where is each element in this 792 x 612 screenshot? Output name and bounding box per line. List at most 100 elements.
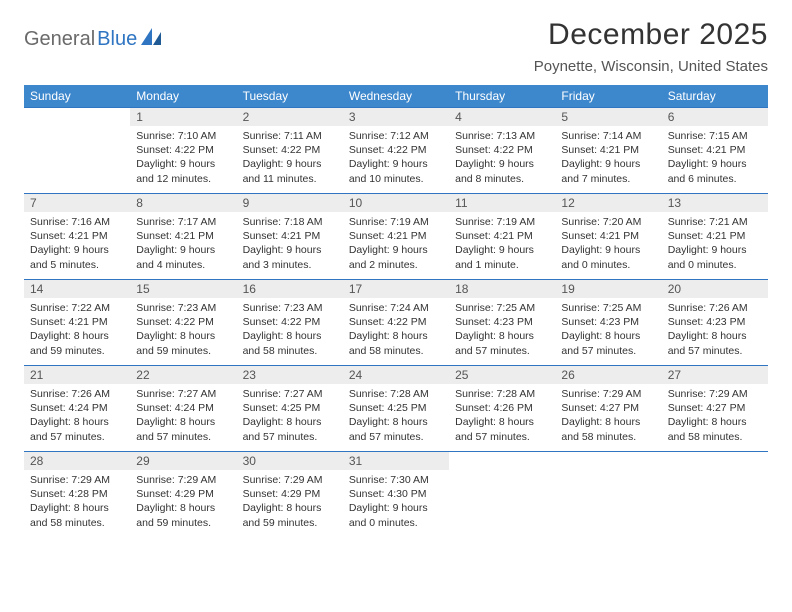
calendar-page: General Blue December 2025 Poynette, Wis…: [0, 0, 792, 556]
day-detail-line: Sunset: 4:25 PM: [243, 401, 337, 415]
calendar-day-cell: .: [555, 452, 661, 538]
day-details: Sunrise: 7:28 AMSunset: 4:26 PMDaylight:…: [449, 384, 555, 448]
calendar-day-cell: 16Sunrise: 7:23 AMSunset: 4:22 PMDayligh…: [237, 280, 343, 366]
day-detail-line: Sunset: 4:21 PM: [561, 143, 655, 157]
day-detail-line: Daylight: 8 hours: [668, 415, 762, 429]
calendar-body: .1Sunrise: 7:10 AMSunset: 4:22 PMDayligh…: [24, 108, 768, 538]
day-details: Sunrise: 7:28 AMSunset: 4:25 PMDaylight:…: [343, 384, 449, 448]
day-detail-line: and 58 minutes.: [349, 344, 443, 358]
day-details: Sunrise: 7:30 AMSunset: 4:30 PMDaylight:…: [343, 470, 449, 534]
day-detail-line: Sunrise: 7:25 AM: [455, 301, 549, 315]
day-detail-line: Sunrise: 7:29 AM: [668, 387, 762, 401]
day-details: Sunrise: 7:19 AMSunset: 4:21 PMDaylight:…: [449, 212, 555, 276]
calendar-day-cell: 26Sunrise: 7:29 AMSunset: 4:27 PMDayligh…: [555, 366, 661, 452]
day-detail-line: Daylight: 8 hours: [561, 415, 655, 429]
day-number: 2: [237, 108, 343, 126]
day-detail-line: Daylight: 9 hours: [243, 243, 337, 257]
day-detail-line: Sunrise: 7:16 AM: [30, 215, 124, 229]
calendar-day-cell: 5Sunrise: 7:14 AMSunset: 4:21 PMDaylight…: [555, 108, 661, 194]
calendar-day-cell: .: [662, 452, 768, 538]
calendar-day-cell: 21Sunrise: 7:26 AMSunset: 4:24 PMDayligh…: [24, 366, 130, 452]
calendar-day-cell: 10Sunrise: 7:19 AMSunset: 4:21 PMDayligh…: [343, 194, 449, 280]
day-detail-line: Daylight: 8 hours: [243, 415, 337, 429]
day-detail-line: Sunrise: 7:13 AM: [455, 129, 549, 143]
day-details: Sunrise: 7:26 AMSunset: 4:24 PMDaylight:…: [24, 384, 130, 448]
calendar-day-cell: .: [449, 452, 555, 538]
day-detail-line: Sunrise: 7:27 AM: [136, 387, 230, 401]
calendar-day-cell: 31Sunrise: 7:30 AMSunset: 4:30 PMDayligh…: [343, 452, 449, 538]
day-number: 30: [237, 452, 343, 470]
day-detail-line: and 7 minutes.: [561, 172, 655, 186]
weekday-header: Thursday: [449, 85, 555, 108]
day-number: 10: [343, 194, 449, 212]
day-detail-line: Sunrise: 7:10 AM: [136, 129, 230, 143]
day-detail-line: Sunrise: 7:17 AM: [136, 215, 230, 229]
calendar-day-cell: 12Sunrise: 7:20 AMSunset: 4:21 PMDayligh…: [555, 194, 661, 280]
day-detail-line: Sunrise: 7:24 AM: [349, 301, 443, 315]
day-number: 17: [343, 280, 449, 298]
day-detail-line: Sunset: 4:24 PM: [30, 401, 124, 415]
day-detail-line: Sunrise: 7:30 AM: [349, 473, 443, 487]
logo: General Blue: [24, 18, 163, 51]
day-details: Sunrise: 7:21 AMSunset: 4:21 PMDaylight:…: [662, 212, 768, 276]
day-detail-line: and 5 minutes.: [30, 258, 124, 272]
day-detail-line: Sunset: 4:23 PM: [668, 315, 762, 329]
title-block: December 2025 Poynette, Wisconsin, Unite…: [534, 18, 768, 75]
day-detail-line: Sunset: 4:22 PM: [243, 315, 337, 329]
day-number: 15: [130, 280, 236, 298]
day-detail-line: Sunrise: 7:27 AM: [243, 387, 337, 401]
day-detail-line: Sunset: 4:30 PM: [349, 487, 443, 501]
day-number: 5: [555, 108, 661, 126]
day-details: Sunrise: 7:24 AMSunset: 4:22 PMDaylight:…: [343, 298, 449, 362]
day-detail-line: Sunset: 4:29 PM: [136, 487, 230, 501]
day-detail-line: Daylight: 9 hours: [668, 243, 762, 257]
day-detail-line: Sunrise: 7:25 AM: [561, 301, 655, 315]
day-detail-line: and 10 minutes.: [349, 172, 443, 186]
day-detail-line: and 57 minutes.: [136, 430, 230, 444]
day-detail-line: Daylight: 8 hours: [30, 501, 124, 515]
day-number: 26: [555, 366, 661, 384]
day-detail-line: Daylight: 9 hours: [136, 157, 230, 171]
day-detail-line: Sunset: 4:27 PM: [561, 401, 655, 415]
day-detail-line: and 4 minutes.: [136, 258, 230, 272]
day-detail-line: and 12 minutes.: [136, 172, 230, 186]
calendar-header-row: SundayMondayTuesdayWednesdayThursdayFrid…: [24, 85, 768, 108]
day-detail-line: Sunset: 4:23 PM: [455, 315, 549, 329]
day-detail-line: Daylight: 9 hours: [243, 157, 337, 171]
day-number: 21: [24, 366, 130, 384]
day-detail-line: Sunset: 4:21 PM: [30, 315, 124, 329]
day-detail-line: and 1 minute.: [455, 258, 549, 272]
day-details: Sunrise: 7:19 AMSunset: 4:21 PMDaylight:…: [343, 212, 449, 276]
day-detail-line: Sunset: 4:21 PM: [349, 229, 443, 243]
day-detail-line: Daylight: 8 hours: [349, 415, 443, 429]
day-detail-line: Sunrise: 7:11 AM: [243, 129, 337, 143]
calendar-day-cell: 3Sunrise: 7:12 AMSunset: 4:22 PMDaylight…: [343, 108, 449, 194]
calendar-day-cell: 7Sunrise: 7:16 AMSunset: 4:21 PMDaylight…: [24, 194, 130, 280]
day-detail-line: and 59 minutes.: [136, 344, 230, 358]
calendar-day-cell: 24Sunrise: 7:28 AMSunset: 4:25 PMDayligh…: [343, 366, 449, 452]
weekday-header: Tuesday: [237, 85, 343, 108]
day-detail-line: Sunrise: 7:28 AM: [349, 387, 443, 401]
day-details: Sunrise: 7:25 AMSunset: 4:23 PMDaylight:…: [555, 298, 661, 362]
header: General Blue December 2025 Poynette, Wis…: [24, 18, 768, 75]
day-detail-line: Daylight: 8 hours: [243, 329, 337, 343]
day-details: Sunrise: 7:29 AMSunset: 4:29 PMDaylight:…: [130, 470, 236, 534]
day-number: 18: [449, 280, 555, 298]
calendar-day-cell: 19Sunrise: 7:25 AMSunset: 4:23 PMDayligh…: [555, 280, 661, 366]
day-detail-line: Sunrise: 7:29 AM: [30, 473, 124, 487]
day-number: 20: [662, 280, 768, 298]
day-detail-line: and 0 minutes.: [561, 258, 655, 272]
day-detail-line: Sunrise: 7:21 AM: [668, 215, 762, 229]
calendar-week-row: 28Sunrise: 7:29 AMSunset: 4:28 PMDayligh…: [24, 452, 768, 538]
day-number: 31: [343, 452, 449, 470]
day-detail-line: and 0 minutes.: [668, 258, 762, 272]
day-detail-line: Daylight: 9 hours: [349, 157, 443, 171]
day-number: 19: [555, 280, 661, 298]
day-details: Sunrise: 7:29 AMSunset: 4:29 PMDaylight:…: [237, 470, 343, 534]
calendar-day-cell: 2Sunrise: 7:11 AMSunset: 4:22 PMDaylight…: [237, 108, 343, 194]
day-detail-line: Sunrise: 7:23 AM: [136, 301, 230, 315]
day-detail-line: Daylight: 8 hours: [455, 329, 549, 343]
day-detail-line: Sunrise: 7:26 AM: [668, 301, 762, 315]
day-number: 9: [237, 194, 343, 212]
day-detail-line: Sunset: 4:24 PM: [136, 401, 230, 415]
